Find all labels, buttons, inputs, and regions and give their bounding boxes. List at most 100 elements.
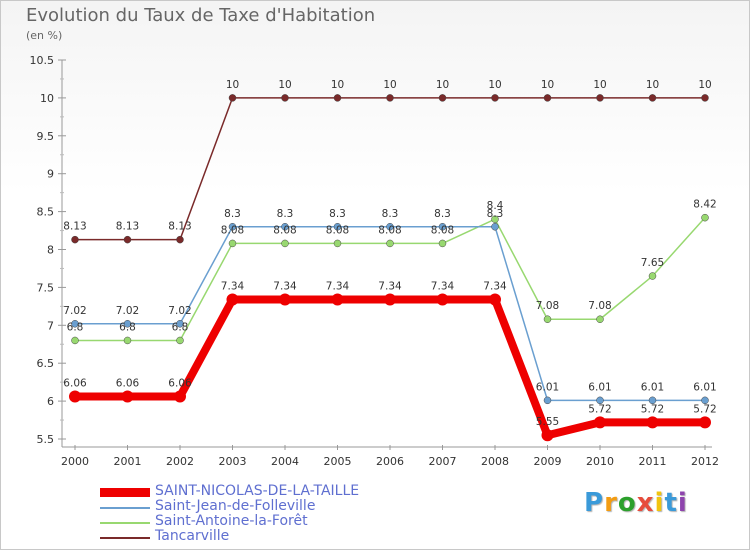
- series-3-label-5: 10: [331, 79, 344, 91]
- series-3-point-2: [176, 235, 184, 244]
- x-tick-label-6: 2006: [376, 455, 404, 468]
- series-2-label-6: 8.08: [378, 224, 401, 236]
- series-2-label-8: 8.4: [487, 200, 504, 212]
- series-0-point-11: [646, 416, 659, 429]
- logo-letter-1: r: [604, 488, 618, 518]
- series-2-point-12: [701, 213, 709, 222]
- y-tick-label-7: 9: [47, 168, 54, 181]
- series-1-point-6: [386, 223, 394, 231]
- series-3-label-9: 10: [541, 79, 554, 91]
- series-3-label-0: 8.13: [63, 221, 86, 233]
- series-2-label-4: 8.08: [273, 224, 296, 236]
- series-2-label-2: 6.8: [172, 321, 189, 333]
- x-tick-label-0: 2000: [61, 455, 89, 468]
- series-3-label-3: 10: [226, 79, 239, 91]
- series-2-label-7: 8.08: [431, 224, 454, 236]
- series-2-label-0: 6.8: [67, 321, 84, 333]
- series-0-label-4: 7.34: [273, 281, 297, 293]
- series-2-point-2: [176, 336, 184, 345]
- logo-letter-0: P: [584, 488, 605, 518]
- series-2-point-10: [596, 315, 604, 323]
- series-3-label-4: 10: [278, 79, 291, 91]
- series-1-point-9: [543, 396, 552, 405]
- y-tick-label-9: 10: [40, 92, 54, 105]
- unit-label: (en %): [26, 29, 63, 42]
- series-1-point-10: [596, 396, 604, 405]
- series-2-point-5: [333, 239, 342, 248]
- series-3-point-6: [386, 94, 394, 102]
- series-0-point-8: [489, 293, 501, 306]
- x-tick-label-12: 2012: [691, 455, 719, 468]
- series-3-point-10: [596, 94, 604, 102]
- series-0-point-0: [69, 390, 81, 403]
- y-tick-label-5: 8: [47, 244, 54, 257]
- series-3-point-1: [123, 235, 132, 244]
- y-tick-label-1: 6: [47, 395, 54, 408]
- series-0-label-5: 7.34: [326, 281, 350, 293]
- series-3-label-6: 10: [383, 79, 396, 91]
- series-2-label-5: 8.08: [326, 224, 349, 236]
- legend-swatch-1: [100, 507, 150, 509]
- series-0-point-5: [331, 293, 344, 306]
- series-3-label-12: 10: [698, 79, 711, 91]
- series-1-label-11: 6.01: [641, 381, 664, 393]
- series-3-point-3: [228, 94, 237, 102]
- legend-swatch-2: [100, 522, 150, 524]
- legend-label-0: SAINT-NICOLAS-DE-LA-TAILLE: [155, 483, 360, 499]
- series-3-point-7: [438, 94, 447, 102]
- x-tick-label-3: 2003: [219, 455, 247, 468]
- series-0-point-4: [279, 293, 291, 306]
- series-3-point-9: [543, 94, 552, 102]
- logo-letter-2: o: [617, 488, 637, 518]
- series-3-point-11: [648, 94, 657, 102]
- series-1-label-3: 8.3: [224, 208, 241, 220]
- series-2-label-3: 8.08: [221, 224, 244, 236]
- x-tick-label-9: 2009: [534, 455, 562, 468]
- series-1-label-9: 6.01: [536, 381, 559, 393]
- series-1-label-7: 8.3: [434, 208, 451, 220]
- logo-letter-5: t: [664, 488, 678, 518]
- series-3-point-4: [281, 94, 289, 102]
- series-1-point-2: [176, 320, 184, 328]
- series-1-point-7: [438, 223, 447, 231]
- series-0-point-12: [699, 416, 711, 429]
- y-tick-label-6: 8.5: [37, 206, 55, 219]
- series-2-point-0: [71, 336, 79, 345]
- series-1-label-2: 7.02: [168, 305, 191, 317]
- series-1-point-4: [281, 223, 289, 231]
- series-1-point-3: [228, 223, 237, 231]
- series-2-label-9: 7.08: [536, 300, 559, 312]
- x-tick-label-11: 2011: [639, 455, 667, 468]
- y-tick-label-3: 7: [47, 319, 54, 332]
- series-1-label-0: 7.02: [63, 305, 86, 317]
- legend-swatch-0: [100, 488, 150, 497]
- series-1-point-0: [71, 320, 79, 328]
- series-3-point-5: [333, 94, 342, 102]
- series-2-label-10: 7.08: [588, 300, 611, 312]
- series-3-label-2: 8.13: [168, 221, 191, 233]
- logo-letter-6: i: [677, 488, 688, 518]
- legend-label-3: Tancarville: [155, 528, 230, 544]
- series-2-point-4: [281, 239, 289, 248]
- series-1-label-4: 8.3: [277, 208, 294, 220]
- series-2-point-8: [491, 215, 499, 223]
- series-0-point-9: [541, 429, 554, 442]
- series-2-point-1: [123, 336, 132, 345]
- series-0-label-0: 6.06: [63, 378, 87, 390]
- series-1-label-8: 8.3: [487, 208, 504, 220]
- series-0-label-8: 7.34: [483, 281, 507, 293]
- series-0-label-2: 6.06: [168, 378, 192, 390]
- logo-letter-3: x: [636, 488, 655, 518]
- x-tick-label-1: 2001: [114, 455, 142, 468]
- y-tick-label-8: 9.5: [37, 130, 55, 143]
- series-1-label-1: 7.02: [116, 305, 139, 317]
- y-tick-label-4: 7.5: [37, 281, 55, 294]
- x-tick-label-8: 2008: [481, 455, 509, 468]
- series-3-label-7: 10: [436, 79, 449, 91]
- series-2-point-11: [648, 272, 657, 280]
- y-tick-label-10: 10.5: [30, 54, 55, 67]
- series-1-point-8: [491, 223, 499, 231]
- series-0-label-3: 7.34: [221, 281, 245, 293]
- series-1-point-12: [701, 396, 709, 405]
